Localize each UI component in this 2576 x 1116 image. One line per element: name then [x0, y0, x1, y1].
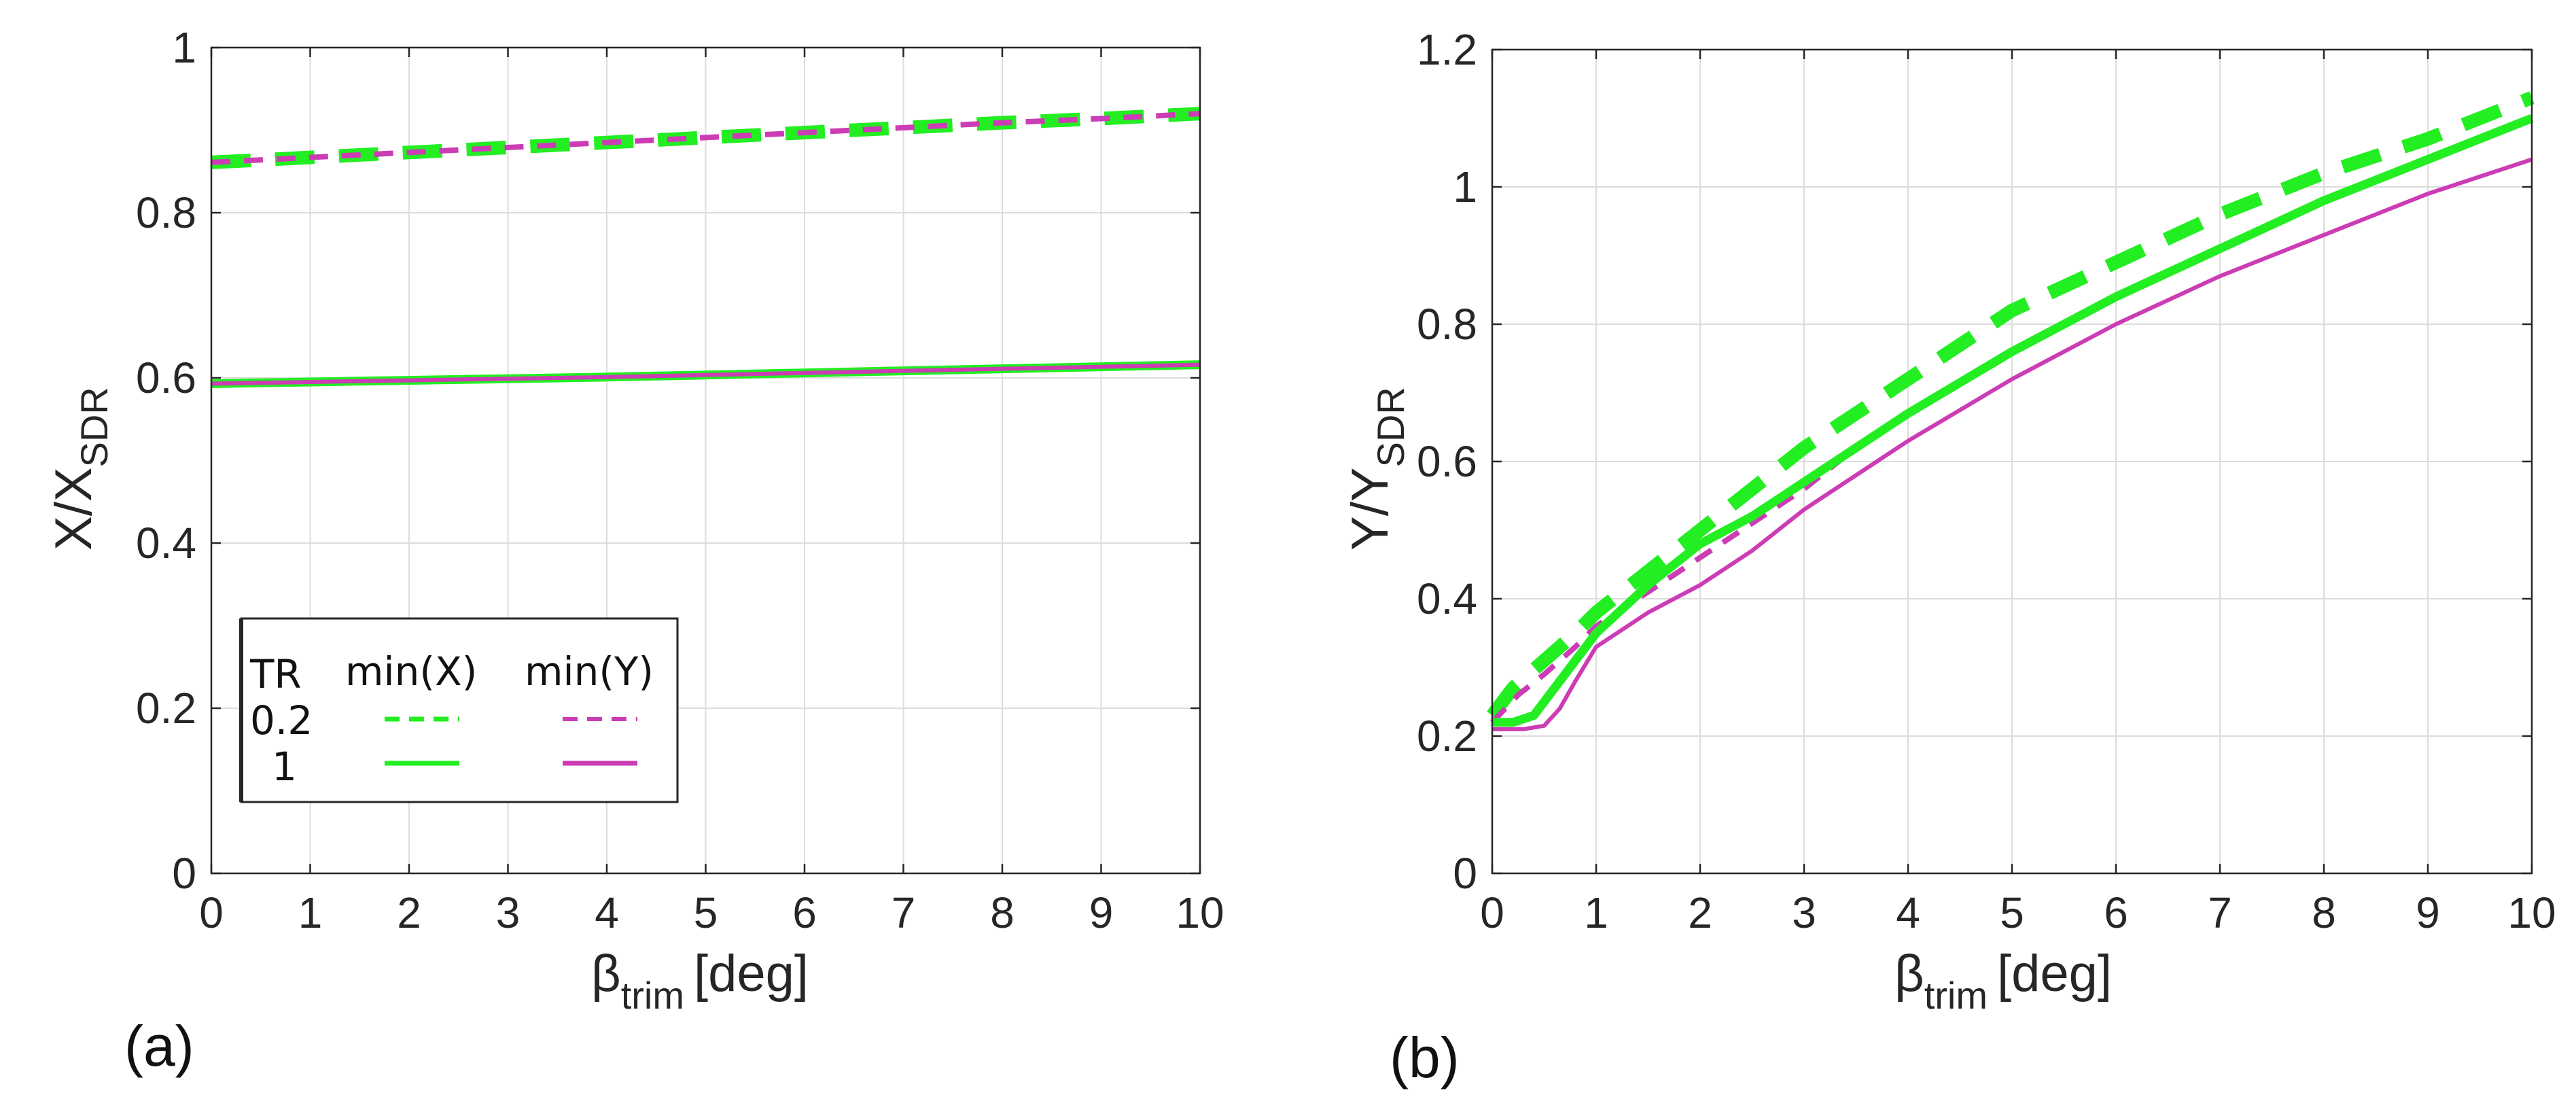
x-tick-label: 2 — [397, 888, 421, 937]
x-tick-label: 3 — [1792, 888, 1816, 937]
x-tick-label: 6 — [792, 888, 817, 937]
series-line-dashed-thick — [1487, 91, 2535, 720]
x-tick-label: 5 — [694, 888, 718, 937]
y-tick-label: 0.8 — [136, 188, 196, 237]
y-axis-label-b: Y/YSDR — [1341, 387, 1412, 551]
panel-label-b: (b) — [1390, 1026, 1460, 1089]
series-line-dashed-thin — [211, 111, 1201, 165]
x-axis-label-b: βtrim [deg] — [1894, 945, 2112, 1017]
legend-header-minx: min(X) — [345, 648, 477, 695]
x-tick-label: 6 — [2104, 888, 2128, 937]
y-axis-label-b-main: Y/Y — [1341, 468, 1399, 551]
x-tick-label: 2 — [1688, 888, 1712, 937]
x-axis-label-a-sub: trim — [621, 974, 684, 1017]
series-line-dashed-thin — [1490, 116, 2533, 725]
x-axis-label-b-main: β — [1894, 945, 1924, 1002]
x-tick-label: 10 — [1176, 888, 1224, 937]
y-tick-label: 0 — [1453, 849, 1477, 898]
x-tick-label: 7 — [2208, 888, 2232, 937]
y-axis-label-a-sub: SDR — [73, 387, 116, 467]
chart-panel-b: 0 1 2 3 4 5 6 7 8 9 10 0 0.2 0.4 0.6 0.8 1 1.2 — [1417, 25, 2556, 937]
legend-header-miny: min(Y) — [525, 648, 654, 695]
y-tick-label: 1.2 — [1417, 25, 1477, 74]
legend-header-tr: TR — [249, 651, 302, 697]
x-axis-label-a-unit: [deg] — [694, 945, 809, 1002]
y-tick-label: 1 — [1453, 162, 1477, 211]
y-tick-label: 1 — [172, 23, 196, 72]
x-axis-label-b-sub: trim — [1924, 974, 1988, 1017]
series-line-solid-thick — [1492, 114, 2534, 727]
x-tick-label: 9 — [2416, 888, 2440, 937]
legend-row-label-0-2: 0.2 — [250, 697, 313, 744]
x-tick-label: 8 — [990, 888, 1014, 937]
legend-row-label-1: 1 — [272, 744, 297, 790]
y-tick-label: 0.4 — [1417, 574, 1477, 623]
x-tick-label: 0 — [1480, 888, 1504, 937]
y-axis-label-b-sub: SDR — [1369, 387, 1412, 467]
y-tick-label: 0.2 — [1417, 712, 1477, 761]
y-tick-label: 0.4 — [136, 519, 196, 568]
panel-label-a: (a) — [124, 1014, 194, 1078]
x-tick-label: 0 — [199, 888, 224, 937]
y-tick-label: 0.6 — [1417, 437, 1477, 486]
legend-box — [240, 617, 679, 803]
x-tick-label: 4 — [1896, 888, 1920, 937]
y-axis-label-a: X/XSDR — [45, 387, 116, 551]
x-tick-label: 4 — [595, 888, 619, 937]
x-axis-label-a-main: β — [591, 945, 621, 1002]
chart-panel-a: 0 1 2 3 4 5 6 7 8 9 10 0 0.2 0.4 0.6 0.8 1 — [136, 23, 1224, 937]
x-tick-label: 3 — [496, 888, 521, 937]
x-tick-label: 7 — [892, 888, 916, 937]
series-line-solid-thin — [211, 362, 1201, 386]
y-axis-label-a-main: X/X — [45, 468, 103, 551]
x-tick-label: 1 — [1584, 888, 1608, 937]
x-tick-label: 9 — [1089, 888, 1114, 937]
y-tick-label: 0.8 — [1417, 300, 1477, 349]
legend: TR min(X) min(Y) 0.2 1 — [239, 617, 679, 803]
y-tick-label: 0 — [172, 849, 196, 898]
x-axis-label-b-unit: [deg] — [1997, 945, 2112, 1002]
x-tick-label: 8 — [2312, 888, 2336, 937]
x-tick-label: 10 — [2507, 888, 2556, 937]
y-tick-label: 0.2 — [136, 684, 196, 733]
y-tick-label: 0.6 — [136, 353, 196, 402]
series-line-solid-thin — [1492, 157, 2533, 731]
x-tick-label: 5 — [2000, 888, 2024, 937]
x-tick-label: 1 — [298, 888, 323, 937]
x-axis-label-a: βtrim [deg] — [591, 945, 809, 1017]
